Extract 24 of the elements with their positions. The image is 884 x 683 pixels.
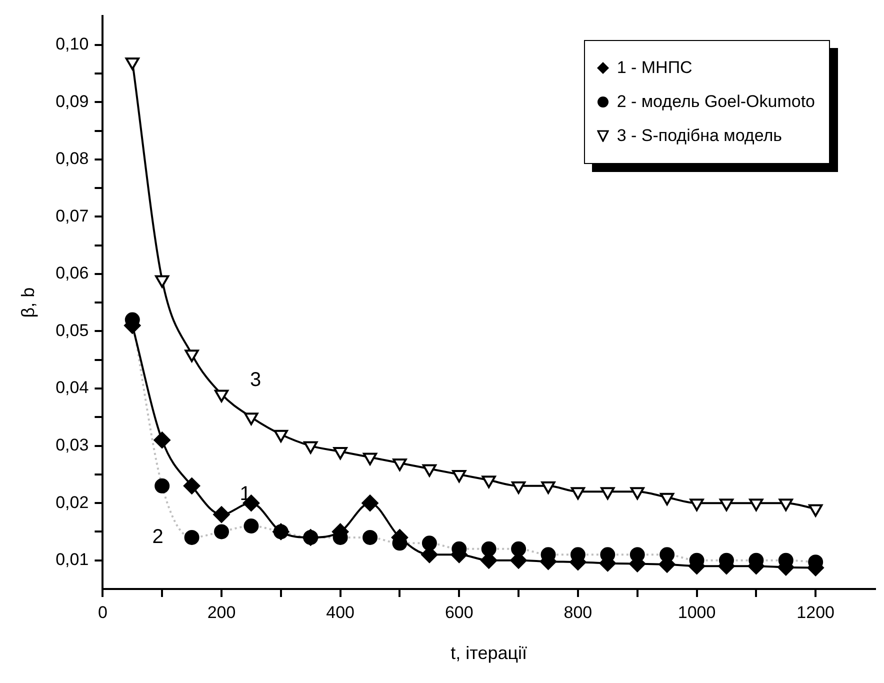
x-tick-label: 600 xyxy=(444,602,474,622)
annotation: 2 xyxy=(152,526,164,548)
legend-label: 3 - S-подібна модель xyxy=(616,125,782,147)
x-tick-label: 400 xyxy=(326,602,355,622)
y-tick-label: 0,08 xyxy=(56,149,89,168)
legend-label: 1 - МНПС xyxy=(616,57,692,79)
y-tick-label: 0,02 xyxy=(56,492,89,512)
y-axis-title: β, b xyxy=(18,287,38,318)
x-tick-label: 200 xyxy=(207,602,236,622)
y-tick-label: 0,10 xyxy=(56,34,89,54)
y-tick-label: 0,05 xyxy=(56,320,89,340)
annotation: 3 xyxy=(250,368,262,391)
x-tick-label: 0 xyxy=(98,602,108,622)
y-tick-label: 0,06 xyxy=(56,264,89,283)
y-tick-label: 0,07 xyxy=(56,206,89,226)
x-tick-label: 800 xyxy=(564,602,592,622)
y-tick-label: 0,01 xyxy=(56,550,89,570)
x-axis-title: t, ітерації xyxy=(450,643,528,664)
x-tick-label: 1200 xyxy=(796,602,835,622)
y-tick-label: 0,03 xyxy=(56,435,89,454)
y-tick-label: 0,09 xyxy=(56,92,89,111)
x-tick-label: 1000 xyxy=(678,602,716,622)
legend-label: 2 - модель Goel-Okumoto xyxy=(616,91,815,113)
y-tick-label: 0,04 xyxy=(56,378,89,398)
